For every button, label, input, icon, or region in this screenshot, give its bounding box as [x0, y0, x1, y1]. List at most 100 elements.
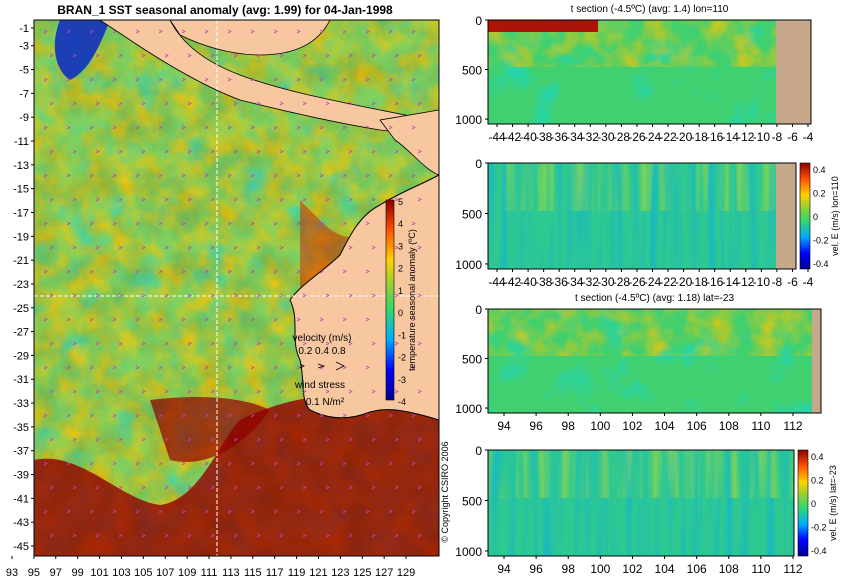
velocity-arrow — [227, 173, 232, 178]
velocity-arrow — [388, 77, 393, 82]
map-x-tick-label: 129 — [397, 567, 415, 579]
cold-patch — [54, 20, 110, 80]
velocity-arrow — [394, 197, 399, 202]
velocity-arrow — [296, 173, 301, 178]
velocity-arrow — [66, 77, 71, 82]
map-colorbar-tick-label: -2 — [398, 353, 406, 363]
velocity-arrow — [141, 149, 146, 154]
velocity-arrow — [233, 437, 238, 442]
velocity-arrow — [417, 197, 422, 202]
velocity-arrow — [411, 173, 416, 178]
velocity-arrow — [365, 365, 370, 370]
velocity-arrow — [319, 413, 324, 418]
velocity-arrow — [66, 413, 71, 418]
map-x-tick-label: 109 — [178, 567, 196, 579]
velocity-arrow — [95, 533, 100, 538]
velocity-arrow — [187, 197, 192, 202]
map-colorbar-tick-label: -4 — [398, 397, 406, 407]
velocity-arrow — [66, 317, 71, 322]
section-x-tick-label: 98 — [562, 419, 576, 433]
velocity-arrow — [365, 269, 370, 274]
velocity-arrow — [365, 509, 370, 514]
velocity-arrow — [72, 245, 77, 250]
section-field-warm — [488, 163, 796, 211]
velocity-arrow — [89, 77, 94, 82]
velocity-arrow — [141, 53, 146, 58]
velocity-arrow — [319, 221, 324, 226]
velocity-arrow — [388, 413, 393, 418]
velocity-arrow — [296, 125, 301, 130]
velocity-arrow — [204, 269, 209, 274]
section-x-tick-label: -18 — [690, 275, 708, 289]
velocity-arrow — [135, 461, 140, 466]
map-y-tick-label: -25 — [13, 303, 29, 315]
velocity-arrow — [227, 461, 232, 466]
map-y-axis: -1 -3 -5 -7 -9 -11 -13 -15 -17 -19 -21 -23 -25 -27 -29… — [13, 23, 34, 553]
velocity-arrow — [417, 389, 422, 394]
velocity-arrow — [72, 533, 77, 538]
velocity-arrow — [227, 413, 232, 418]
velocity-arrow — [181, 269, 186, 274]
velocity-arrow — [319, 173, 324, 178]
velocity-arrow — [394, 341, 399, 346]
velocity-arrow — [279, 533, 284, 538]
velocity-arrow — [95, 101, 100, 106]
velocity-arrow — [388, 461, 393, 466]
velocity-arrow — [296, 317, 301, 322]
velocity-arrow — [49, 197, 54, 202]
velocity-arrow — [319, 317, 324, 322]
section-x-tick-label: -10 — [753, 275, 771, 289]
velocity-arrow — [181, 365, 186, 370]
velocity-arrow — [204, 509, 209, 514]
velocity-arrow — [89, 173, 94, 178]
velocity-arrow — [112, 413, 117, 418]
velocity-arrow — [43, 173, 48, 178]
velocity-arrow — [141, 245, 146, 250]
velocity-arrow — [164, 149, 169, 154]
velocity-arrow — [210, 53, 215, 58]
velocity-arrow — [417, 341, 422, 346]
velocity-arrow — [118, 245, 123, 250]
velocity-arrow — [411, 77, 416, 82]
velocity-arrow — [181, 29, 186, 34]
velocity-arrow — [256, 53, 261, 58]
velocity-arrow — [118, 341, 123, 346]
velocity-arrow — [43, 365, 48, 370]
velocity-arrow — [325, 245, 330, 250]
velocity-arrow — [112, 125, 117, 130]
velocity-arrow — [417, 485, 422, 490]
velocity-arrow — [256, 197, 261, 202]
velocity-arrow — [348, 389, 353, 394]
section-panels: t section (-4.5ºC) (avg: 1.4) lon=110 0 50… — [455, 4, 840, 576]
section-y-tick-label: 1000 — [455, 402, 482, 416]
velocity-arrow — [89, 269, 94, 274]
velocity-arrow — [164, 101, 169, 106]
map-x-tick-label: 119 — [288, 567, 306, 579]
map-x-tick-label: 103 — [112, 567, 130, 579]
velocity-arrow — [279, 245, 284, 250]
velocity-arrow — [273, 413, 278, 418]
section-x-tick-label: -38 — [535, 275, 553, 289]
velocity-arrow — [89, 461, 94, 466]
section-x-tick-label: -30 — [597, 130, 615, 144]
velocity-arrow — [417, 149, 422, 154]
velocity-arrow — [43, 509, 48, 514]
velocity-arrow — [72, 341, 77, 346]
section-x-tick-label: -40 — [519, 130, 537, 144]
map-y-tick-label: -1 — [19, 23, 29, 35]
velocity-arrow — [342, 365, 347, 370]
velocity-arrow — [394, 437, 399, 442]
velocity-legend-label: velocity (m/s) — [293, 333, 352, 344]
map-y-tick-label: -45 — [13, 541, 29, 553]
velocity-arrow — [348, 437, 353, 442]
velocity-arrow — [204, 29, 209, 34]
section-x-tick-label: 106 — [687, 419, 707, 433]
velocity-arrow — [279, 389, 284, 394]
velocity-arrow — [118, 149, 123, 154]
velocity-arrow — [233, 245, 238, 250]
velocity-arrow — [365, 77, 370, 82]
map-y-tick-label: -23 — [13, 279, 29, 291]
velocity-arrow — [371, 101, 376, 106]
velocity-arrow — [371, 341, 376, 346]
